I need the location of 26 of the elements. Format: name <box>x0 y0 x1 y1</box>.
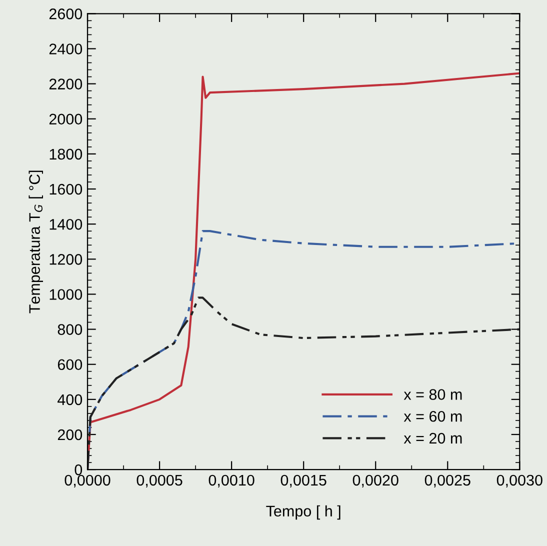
y-tick-label: 600 <box>58 359 82 370</box>
legend-label: x = 60 m <box>404 410 462 422</box>
x-tick-label: 0,0010 <box>208 474 254 488</box>
y-tick-label: 2400 <box>49 44 82 54</box>
x-tick-label: 0,0025 <box>424 474 470 488</box>
x-tick-label: 0,0000 <box>64 474 110 488</box>
y-tick-label: 1200 <box>50 254 82 265</box>
y-tick-label: 1800 <box>50 148 82 160</box>
y-tick-label: 800 <box>58 324 82 335</box>
y-tick-label: 1000 <box>50 289 82 300</box>
y-tick-label: 2200 <box>49 78 82 90</box>
x-tick-label: 0,0015 <box>280 474 326 488</box>
y-tick-label: 0 <box>74 464 82 476</box>
y-tick-label: 1600 <box>50 184 82 195</box>
legend-label: x = 20 m <box>404 432 462 444</box>
x-tick-label: 0,0020 <box>352 474 398 488</box>
x-tick-label: 0,0005 <box>136 474 182 488</box>
y-tick-label: 200 <box>58 429 82 440</box>
y-tick-label: 2000 <box>49 114 82 125</box>
x-axis-title: Tempo [ h ] <box>266 505 340 520</box>
y-tick-label: 1400 <box>50 218 82 230</box>
y-axis-title: Temperatura T$_{G}$ [ °C] <box>28 170 43 314</box>
x-tick-label: 0,0030 <box>496 474 542 488</box>
y-tick-label: 2600 <box>49 8 82 20</box>
y-tick-label: 400 <box>58 394 82 406</box>
legend-label: x = 80 m <box>404 389 462 400</box>
